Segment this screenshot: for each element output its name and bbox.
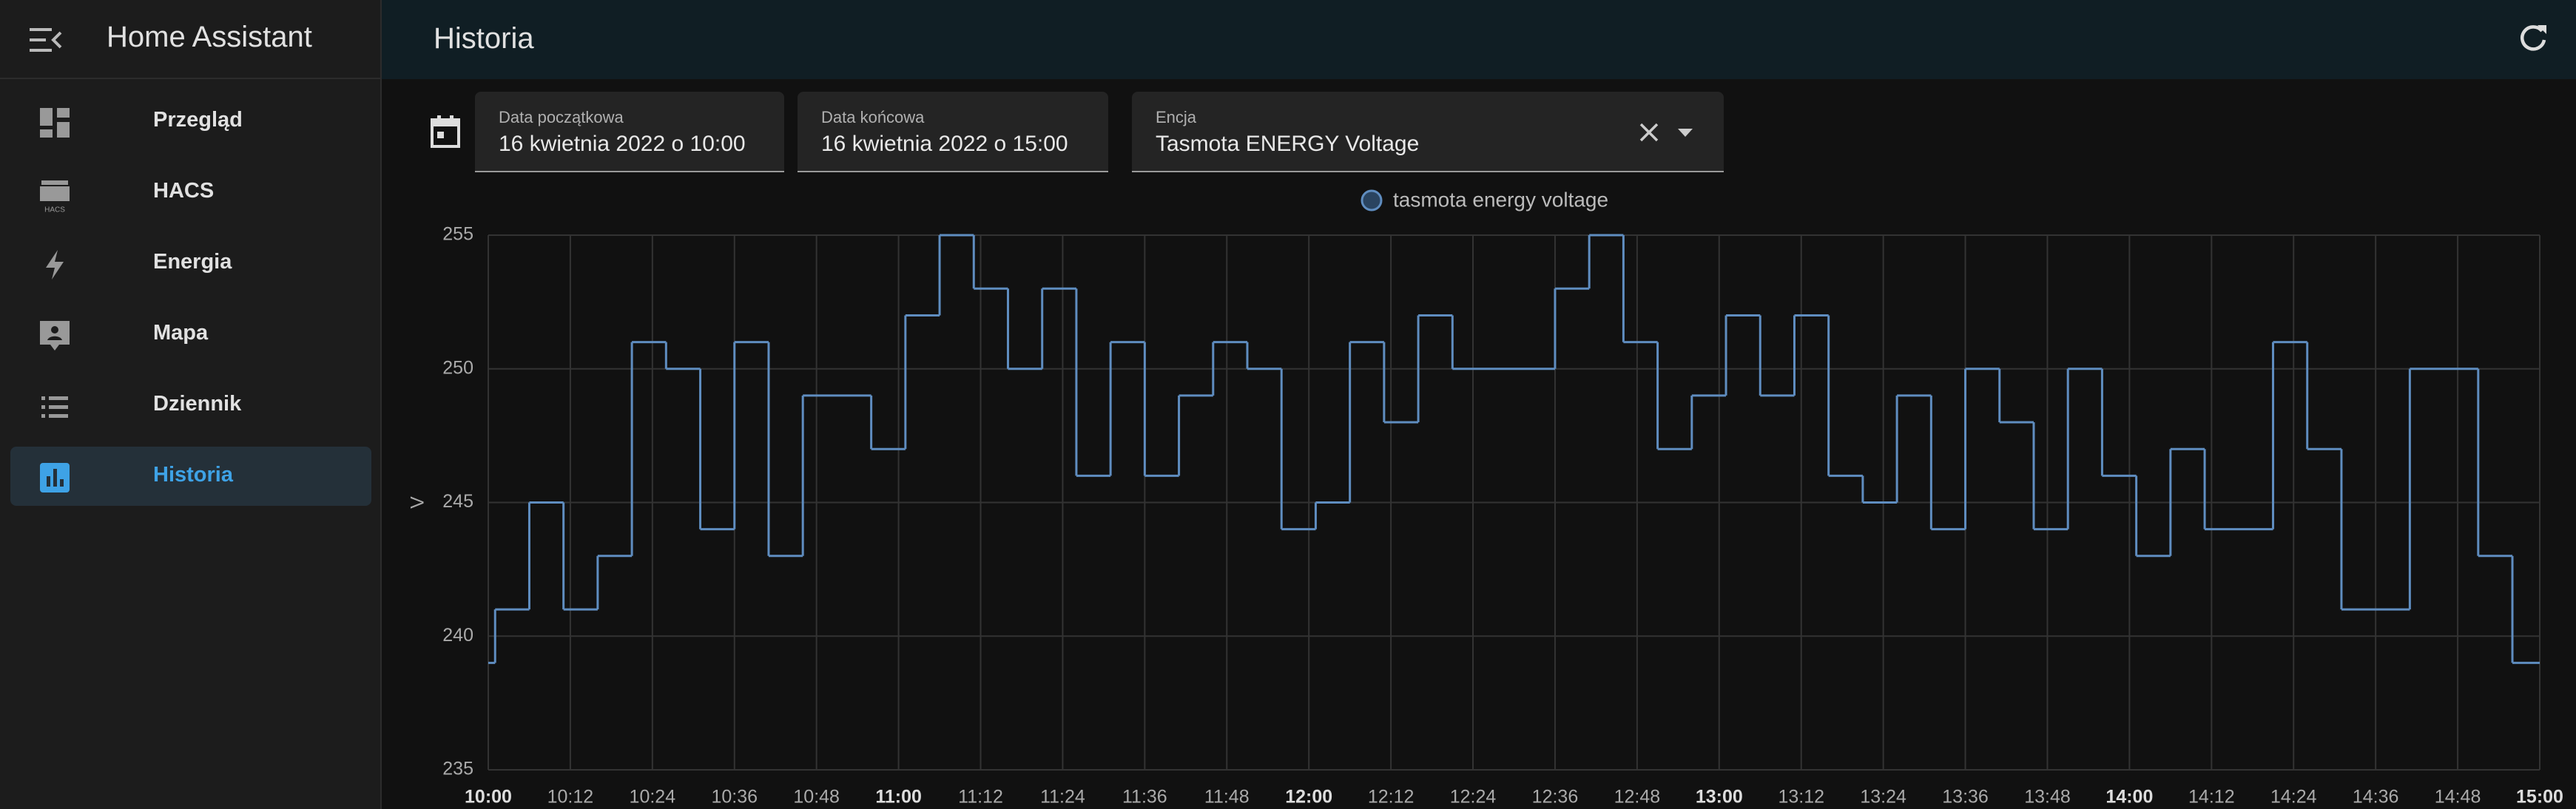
- x-tick-label: 13:36: [1942, 787, 1989, 808]
- y-tick-label: 250: [442, 357, 473, 378]
- x-tick-label: 14:00: [2105, 787, 2153, 808]
- x-tick-label: 10:12: [547, 787, 594, 808]
- x-tick-label: 13:12: [1778, 787, 1824, 808]
- y-axis-label: V: [408, 496, 428, 509]
- entity-field[interactable]: Encja Tasmota ENERGY Voltage: [1132, 92, 1724, 172]
- x-tick-label: 10:36: [711, 787, 758, 808]
- x-tick-label: 12:24: [1450, 787, 1497, 808]
- x-tick-label: 11:48: [1204, 787, 1250, 808]
- x-tick-label: 12:48: [1614, 787, 1661, 808]
- svg-text:HACS: HACS: [44, 206, 65, 214]
- field-value: Tasmota ENERGY Voltage: [1156, 132, 1420, 156]
- legend-label: tasmota energy voltage: [1393, 188, 1608, 211]
- entity-controls[interactable]: [1635, 118, 1702, 148]
- nav-item[interactable]: Dziennik: [10, 376, 371, 435]
- app-title: Home Assistant: [107, 21, 312, 53]
- nav-label: Mapa: [153, 321, 209, 345]
- nav-label: Przegląd: [153, 108, 243, 132]
- y-tick-label: 240: [442, 625, 473, 646]
- start-date-field[interactable]: Data początkowa 16 kwietnia 2022 o 10:00: [475, 92, 784, 172]
- x-tick-label: 12:00: [1285, 787, 1332, 808]
- x-tick-label: 12:12: [1368, 787, 1415, 808]
- page-title: Historia: [434, 22, 534, 55]
- x-tick-label: 11:24: [1040, 787, 1085, 808]
- nav-label: Dziennik: [153, 392, 242, 416]
- end-date-field[interactable]: Data końcowa 16 kwietnia 2022 o 15:00: [798, 92, 1108, 172]
- y-tick-label: 245: [442, 491, 473, 512]
- nav-item[interactable]: Przegląd: [10, 92, 371, 151]
- x-tick-label: 10:00: [465, 787, 512, 808]
- calendar-icon[interactable]: [428, 114, 463, 149]
- legend-marker: [1361, 189, 1383, 211]
- y-tick-label: 235: [442, 759, 473, 779]
- x-tick-label: 14:48: [2435, 787, 2481, 808]
- menu-button[interactable]: [25, 18, 70, 62]
- x-tick-label: 14:36: [2353, 787, 2399, 808]
- x-tick-label: 11:36: [1122, 787, 1167, 808]
- y-tick-label: 255: [442, 224, 473, 245]
- nav-label: Energia: [153, 250, 232, 274]
- nav-item[interactable]: Historia: [10, 447, 371, 506]
- nav-label: HACS: [153, 179, 215, 203]
- x-tick-label: 11:12: [958, 787, 1003, 808]
- x-tick-label: 13:00: [1696, 787, 1743, 808]
- x-tick-label: 15:00: [2516, 787, 2563, 808]
- refresh-button[interactable]: [2517, 22, 2549, 55]
- x-tick-label: 12:36: [1532, 787, 1579, 808]
- x-tick-label: 13:24: [1860, 787, 1906, 808]
- x-tick-label: 13:48: [2024, 787, 2071, 808]
- x-tick-label: 14:24: [2270, 787, 2317, 808]
- x-tick-label: 10:48: [793, 787, 840, 808]
- sidebar: Home Assistant Przegląd HACS HACS Energia…: [0, 0, 382, 809]
- field-label: Data początkowa: [499, 108, 624, 126]
- field-label: Encja: [1156, 108, 1197, 126]
- field-value: 16 kwietnia 2022 o 10:00: [499, 132, 746, 156]
- x-tick-label: 14:12: [2188, 787, 2235, 808]
- nav-item[interactable]: Energia: [10, 234, 371, 293]
- nav-item[interactable]: Mapa: [10, 305, 371, 364]
- sidebar-header: Home Assistant: [0, 0, 380, 79]
- field-value: 16 kwietnia 2022 o 15:00: [821, 132, 1068, 156]
- field-label: Data końcowa: [821, 108, 925, 126]
- x-tick-label: 11:00: [875, 787, 922, 808]
- nav-item[interactable]: HACS HACS: [10, 163, 371, 222]
- nav-label: Historia: [153, 463, 233, 487]
- x-tick-label: 10:24: [630, 787, 676, 808]
- top-bar: Historia: [382, 0, 2576, 79]
